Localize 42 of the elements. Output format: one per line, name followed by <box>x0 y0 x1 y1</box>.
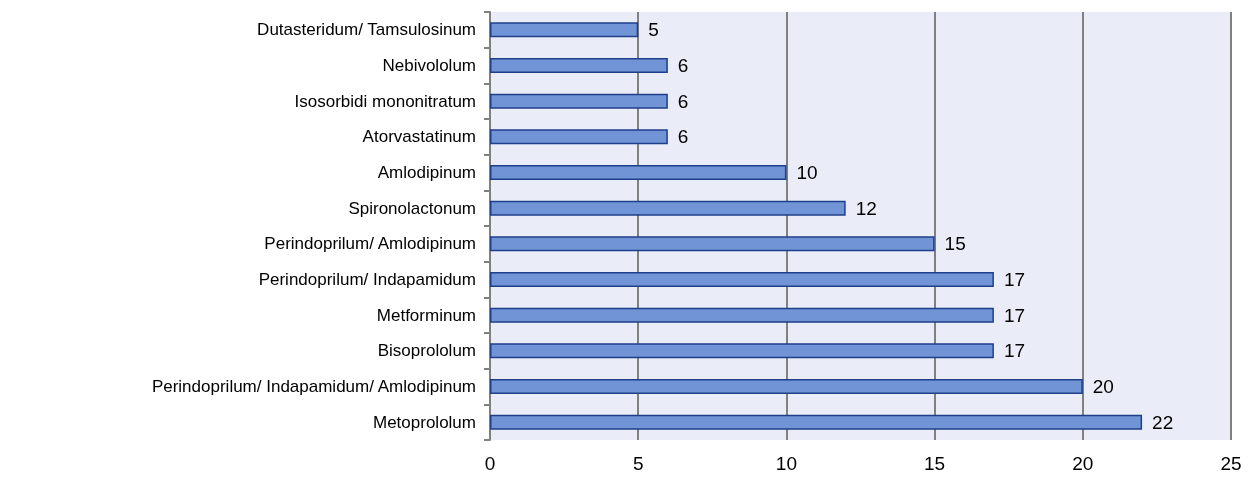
data-label: 10 <box>796 162 818 183</box>
y-tick-label: Atorvastatinum <box>362 127 476 147</box>
x-tick-label: 10 <box>775 453 797 474</box>
bar <box>490 129 668 145</box>
data-label: 12 <box>855 197 877 219</box>
data-label: 17 <box>1003 340 1026 362</box>
bar <box>490 272 994 287</box>
data-label: 6 <box>677 126 689 148</box>
x-tick-label: 5 <box>632 453 644 474</box>
data-label: 5 <box>648 19 659 41</box>
x-tick-label: 0 <box>484 453 496 474</box>
data-label: 6 <box>677 55 689 76</box>
bar <box>490 58 668 73</box>
y-tick-label: Dutasteridum/ Tamsulosinum <box>257 20 476 40</box>
bar <box>490 165 787 180</box>
bar <box>490 200 846 216</box>
y-tick-label: Bisoprololum <box>377 341 476 361</box>
data-label: 20 <box>1092 376 1114 397</box>
bar <box>490 343 994 359</box>
bar <box>490 414 1143 430</box>
bar <box>490 22 639 38</box>
bar <box>490 307 994 323</box>
y-tick-label: Isosorbidi mononitratum <box>294 91 476 111</box>
bar <box>490 379 1083 394</box>
data-label: 22 <box>1152 411 1174 433</box>
data-label: 17 <box>1003 304 1026 326</box>
y-tick-label: Perindoprilum/ Indapamidum <box>258 270 476 289</box>
y-tick-label: Nebivololum <box>382 56 476 75</box>
y-tick-label: Metoprololum <box>373 412 476 432</box>
bar <box>490 93 668 109</box>
x-tick-label: 20 <box>1072 453 1094 474</box>
y-tick-label: Amlodipinum <box>377 163 476 182</box>
data-label: 17 <box>1003 269 1026 290</box>
data-label: 6 <box>677 90 689 112</box>
x-tick-label: 25 <box>1220 453 1242 474</box>
x-tick-label: 15 <box>924 453 946 474</box>
y-tick-label: Metforminum <box>376 305 476 325</box>
y-tick-label: Perindoprilum/ Indapamidum/ Amlodipinum <box>151 377 476 396</box>
y-tick-label: Spironolactonum <box>348 198 476 218</box>
y-tick-label: Perindoprilum/ Amlodipinum <box>264 234 476 254</box>
data-label: 15 <box>944 233 966 255</box>
bar <box>490 236 935 252</box>
